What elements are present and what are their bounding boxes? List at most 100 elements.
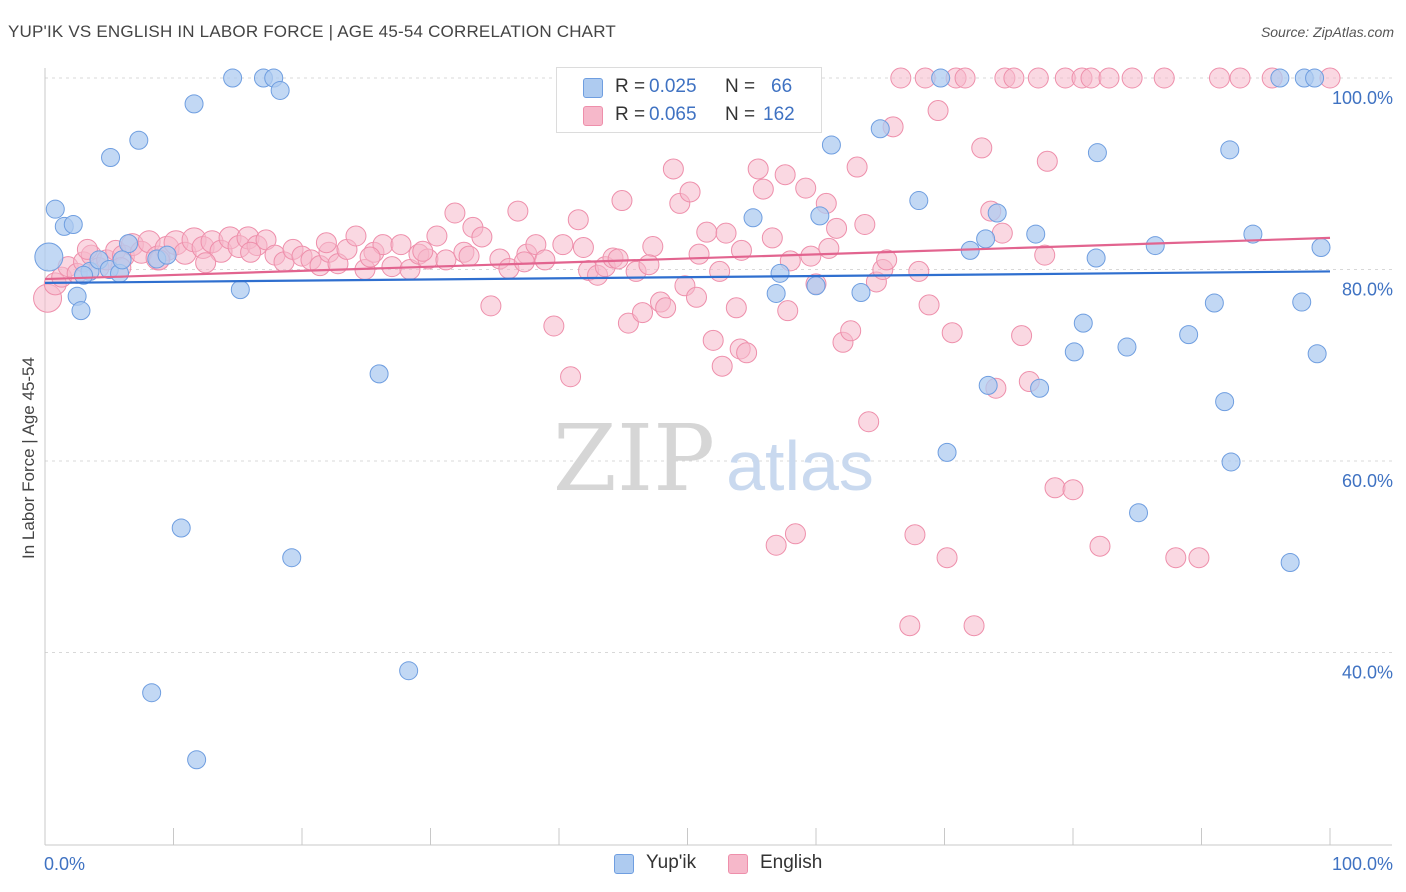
english-point (854, 213, 876, 235)
english-point (840, 320, 862, 342)
yupik-point (1221, 452, 1241, 472)
english-point (736, 342, 758, 364)
english-point (1229, 67, 1251, 89)
yupik-point (171, 518, 191, 538)
english-point (567, 209, 589, 231)
stats-legend: R = 0.025 N = 66 R = 0.065 N = 162 (556, 67, 822, 133)
series-label-english: English (760, 852, 823, 873)
yupik-point (399, 661, 419, 681)
y-tick-label: 80.0% (1342, 280, 1393, 300)
english-point (747, 158, 769, 180)
english-trend-line (44, 236, 1331, 281)
yupik-point (806, 276, 826, 296)
yupik-point (810, 206, 830, 226)
legend-r-value: 0.025 (649, 76, 697, 97)
yupik-point (1073, 313, 1093, 333)
english-point (688, 243, 710, 265)
english-point (195, 252, 217, 274)
english-point (890, 67, 912, 89)
yupik-point (1305, 68, 1325, 88)
yupik-point (282, 548, 302, 568)
english-point (662, 158, 684, 180)
yupik-point (1280, 552, 1300, 572)
yupik-point (184, 94, 204, 114)
y-tick-label: 100.0% (1332, 88, 1393, 108)
english-point (846, 156, 868, 178)
english-point (936, 547, 958, 569)
english-point (426, 225, 448, 247)
legend-n-value: 66 (771, 76, 793, 97)
english-point (954, 67, 976, 89)
english-point (617, 312, 639, 334)
x-tick-label: 0.0% (44, 854, 85, 874)
yupik-point (34, 242, 64, 272)
legend-swatch-yupik (583, 78, 603, 98)
english-point (480, 295, 502, 317)
yupik-point (71, 301, 91, 321)
english-point (345, 225, 367, 247)
english-point (1121, 67, 1143, 89)
yupik-point (1243, 224, 1263, 244)
y-tick-label: 60.0% (1342, 471, 1393, 491)
yupik-point (1030, 378, 1050, 398)
english-point (1036, 150, 1058, 172)
english-point (941, 322, 963, 344)
english-point (918, 294, 940, 316)
english-point (471, 226, 493, 248)
english-point (963, 615, 985, 637)
yupik-point (119, 234, 139, 254)
english-point (876, 249, 898, 271)
series-swatch-english (728, 854, 748, 874)
yupik-point (1204, 293, 1224, 313)
tick-labels: 40.0% 60.0% 80.0% 100.0% 0.0% 100.0% (44, 88, 1393, 874)
yupik-point (223, 68, 243, 88)
english-point (818, 237, 840, 259)
watermark-zip: ZIP (553, 405, 715, 512)
english-point (904, 524, 926, 546)
yupik-point (1179, 325, 1199, 345)
legend-r-value: 0.065 (649, 104, 697, 125)
english-points (33, 67, 1341, 637)
yupik-point (369, 364, 389, 384)
english-point (240, 241, 262, 263)
yupik-point (142, 683, 162, 703)
yupik-point (770, 263, 790, 283)
english-point (679, 181, 701, 203)
english-point (1044, 477, 1066, 499)
english-point (607, 248, 629, 270)
english-point (444, 202, 466, 224)
yupik-point (1087, 143, 1107, 163)
english-point (638, 254, 660, 276)
y-tick-label: 40.0% (1342, 663, 1393, 683)
english-point (1080, 67, 1102, 89)
yupik-point (1215, 392, 1235, 412)
yupik-point (976, 229, 996, 249)
english-point (412, 240, 434, 262)
english-point (632, 302, 654, 324)
english-point (908, 260, 930, 282)
chart-title: YUP'IK VS ENGLISH IN LABOR FORCE | AGE 4… (8, 22, 616, 41)
english-point (752, 178, 774, 200)
english-point (730, 239, 752, 261)
english-point (642, 236, 664, 258)
yupik-point (270, 80, 290, 100)
english-point (784, 523, 806, 545)
english-point (572, 236, 594, 258)
english-point (696, 221, 718, 243)
english-point (1208, 67, 1230, 89)
yupik-point (909, 191, 929, 211)
watermark-atlas: atlas (726, 427, 874, 505)
english-point (1027, 67, 1049, 89)
yupik-point (187, 750, 207, 770)
english-point (1165, 547, 1187, 569)
english-point (552, 234, 574, 256)
english-point (381, 256, 403, 278)
english-point (1188, 547, 1210, 569)
english-point (711, 355, 733, 377)
yupik-point (45, 199, 65, 219)
trend-lines (44, 236, 1331, 285)
series-swatch-yupik (614, 854, 634, 874)
english-point (777, 300, 799, 322)
source-label: Source: ZipAtlas.com (1260, 24, 1394, 40)
